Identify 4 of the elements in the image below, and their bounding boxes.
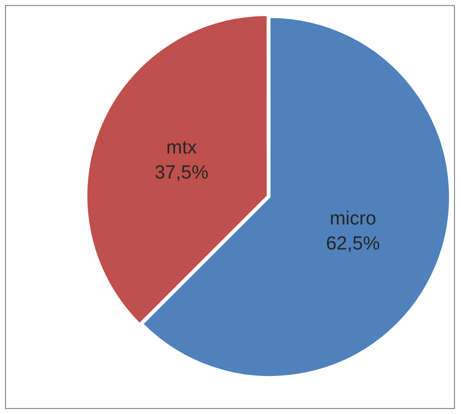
slice-label: mtx xyxy=(166,138,198,159)
slice-label: micro xyxy=(330,208,376,230)
data-label: 62,5% xyxy=(326,234,380,255)
data-label: 37,5% xyxy=(154,162,209,184)
